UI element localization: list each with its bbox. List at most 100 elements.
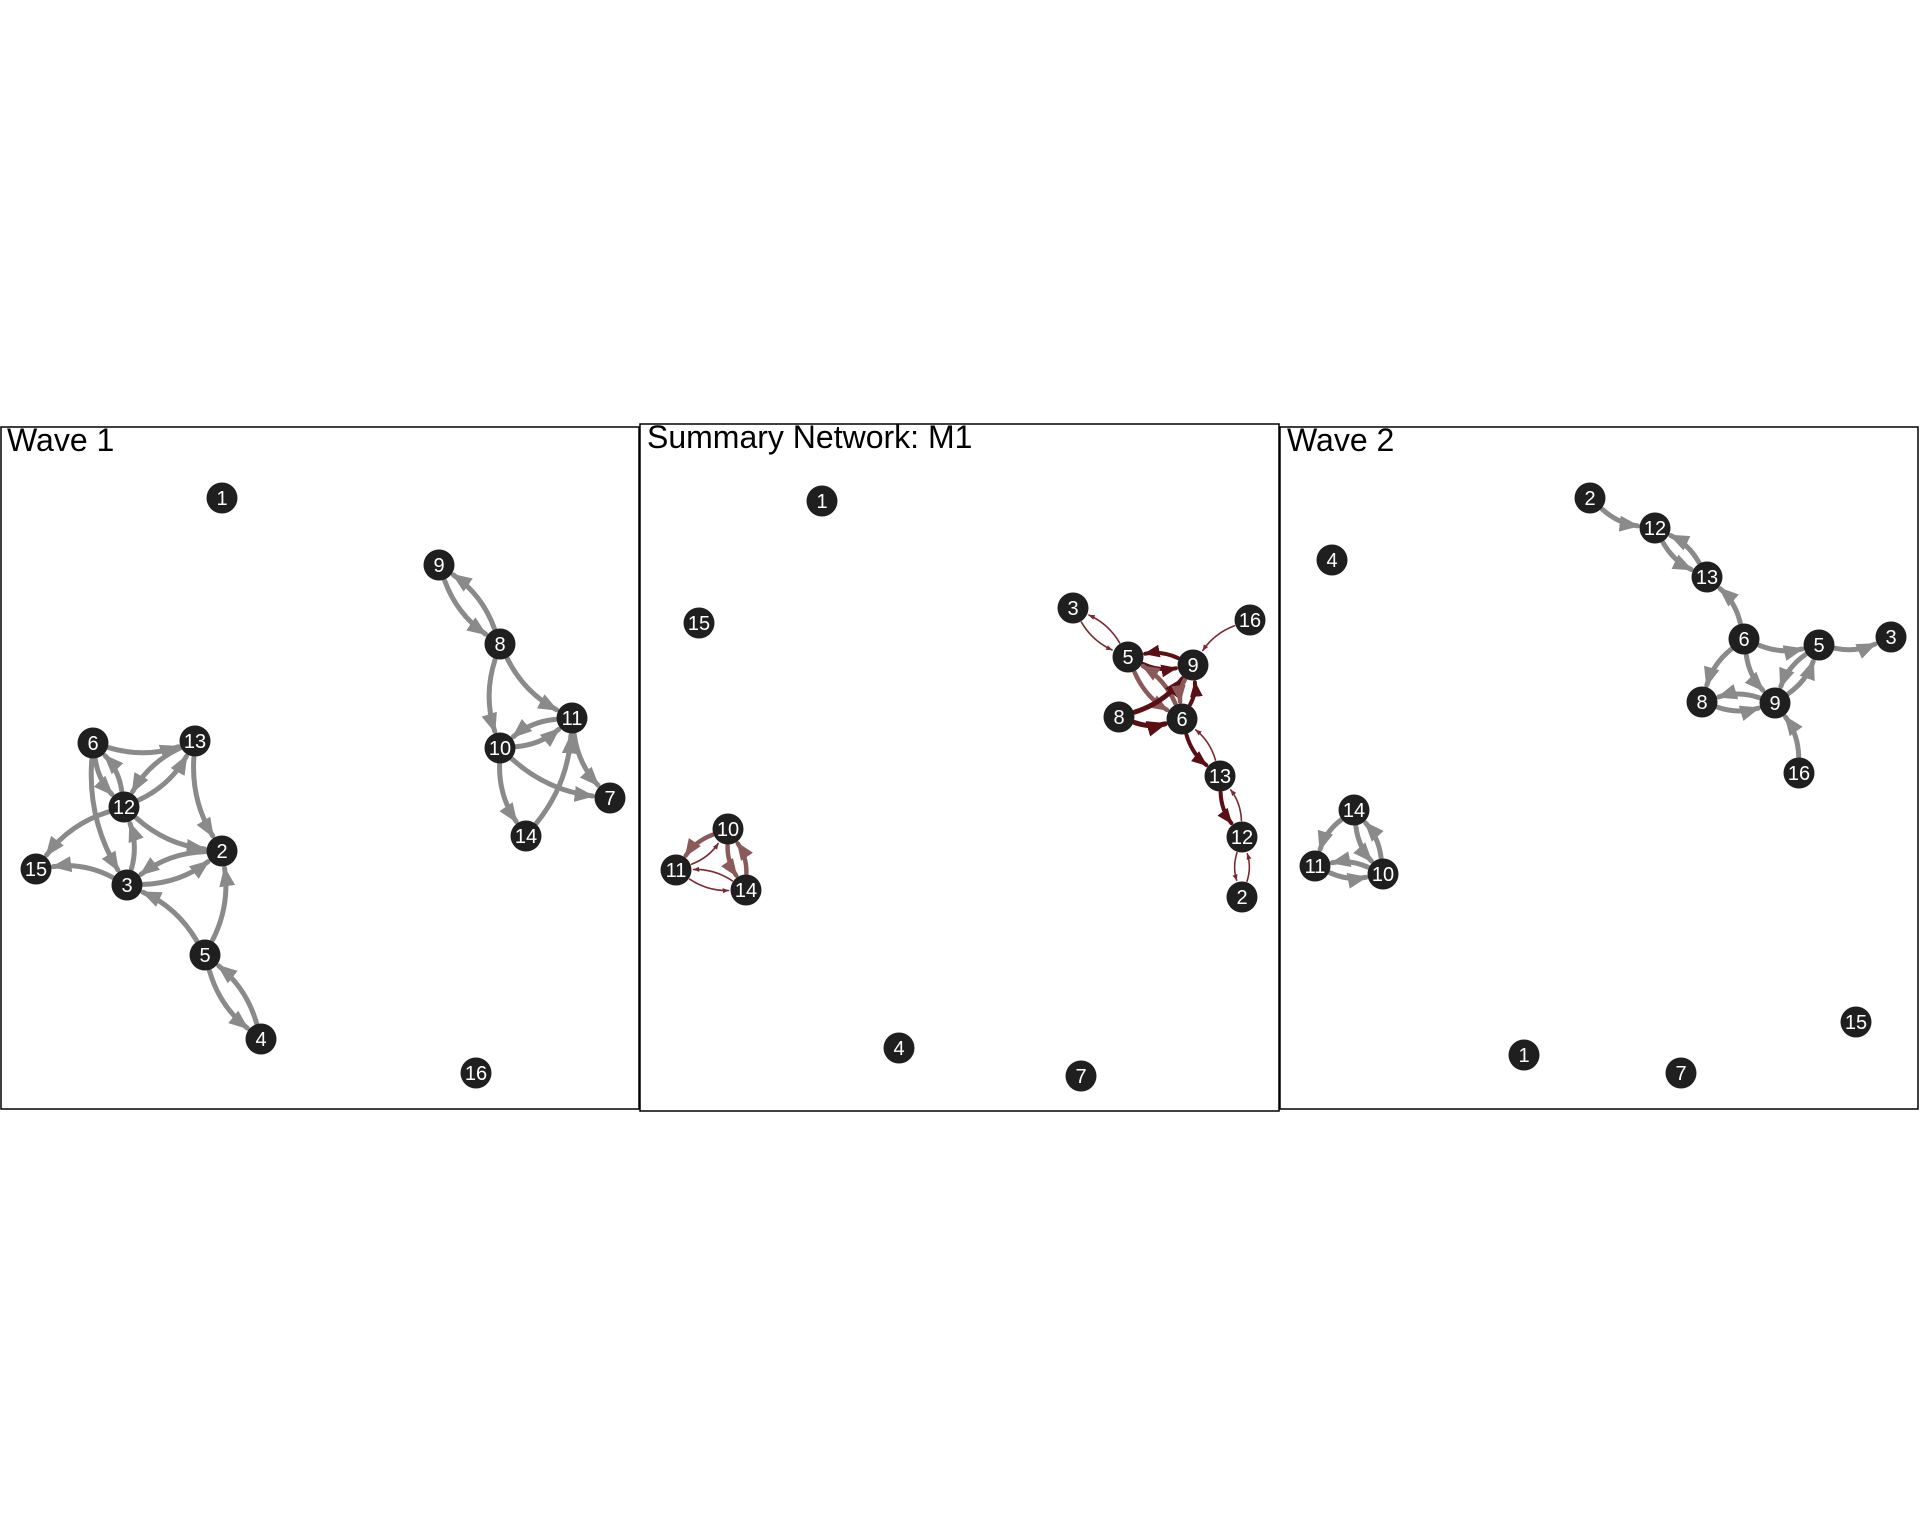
wave2-node-4-circle: [1316, 544, 1348, 576]
wave1-node-14-label: 14: [515, 826, 537, 848]
summary-node-12-circle: [1226, 821, 1258, 853]
wave1-node-11-circle: [556, 702, 588, 734]
wave1-node-6-circle: [77, 727, 109, 759]
wave1-node-9-label: 9: [433, 555, 444, 577]
panel-wave2-edges: [1317, 506, 1878, 889]
summary-edge-13-to-6: [1194, 729, 1217, 761]
summary-node-3: 3: [1057, 592, 1089, 624]
wave2-node-12-circle: [1639, 512, 1671, 544]
wave2-edge-11-to-10: [1327, 870, 1369, 889]
summary-node-4-circle: [883, 1032, 915, 1064]
wave2-edge-12-to-13: [1660, 539, 1694, 572]
summary-edge-14-to-10: [735, 841, 753, 876]
summary-node-2: 2: [1226, 881, 1258, 913]
wave2-node-9-circle: [1759, 687, 1791, 719]
wave1-edge-10-to-7: [509, 756, 596, 802]
summary-node-10: 10: [712, 813, 744, 845]
wave2-node-11: 11: [1299, 850, 1331, 882]
summary-node-2-label: 2: [1236, 887, 1247, 909]
wave1-node-5-label: 5: [199, 945, 210, 967]
wave1-edge-12-to-2: [133, 815, 208, 855]
wave2-edge-16-to-9: [1783, 714, 1803, 759]
wave1-edge-12-to-13: [136, 753, 189, 803]
wave1-node-4-label: 4: [255, 1029, 266, 1051]
wave2-node-7-label: 7: [1675, 1063, 1686, 1085]
wave1-node-15-circle: [20, 853, 52, 885]
wave2-edge-6-to-9: [1743, 652, 1766, 693]
wave1-node-16-circle: [460, 1057, 492, 1089]
summary-edge-9-to-5: [1143, 644, 1180, 661]
wave2-node-16-label: 16: [1788, 763, 1810, 785]
wave2-node-4: 4: [1316, 544, 1348, 576]
summary-edge-11-to-14: [688, 878, 730, 894]
wave1-edge-12-to-15: [44, 809, 111, 858]
panel-summary-edges: [683, 614, 1252, 894]
summary-edge-5-to-6: [1132, 669, 1170, 713]
wave1-node-6-label: 6: [87, 733, 98, 755]
wave1-node-12: 12: [108, 791, 140, 823]
wave2-node-15: 15: [1840, 1006, 1872, 1038]
summary-edge-3-to-5: [1080, 621, 1113, 651]
wave1-node-9: 9: [423, 549, 455, 581]
wave2-node-1: 1: [1508, 1039, 1540, 1071]
wave2-node-1-circle: [1508, 1039, 1540, 1071]
summary-edge-9-to-6: [1171, 677, 1188, 704]
summary-node-6: 6: [1166, 703, 1198, 735]
wave2-edge-9-to-5: [1786, 659, 1816, 696]
summary-edge-6-to-13: [1184, 732, 1209, 768]
wave2-node-2-circle: [1574, 482, 1606, 514]
wave2-edge-5-to-3: [1832, 641, 1878, 659]
summary-node-7: 7: [1065, 1060, 1097, 1092]
wave2-edge-8-to-9: [1715, 704, 1761, 721]
wave2-node-15-circle: [1840, 1006, 1872, 1038]
wave2-node-14-circle: [1338, 794, 1370, 826]
summary-node-14-label: 14: [735, 880, 757, 902]
wave2-node-15-label: 15: [1845, 1012, 1867, 1034]
wave1-node-10-circle: [484, 732, 516, 764]
wave1-node-13-circle: [179, 725, 211, 757]
wave1-node-7-circle: [594, 782, 626, 814]
wave1-node-12-circle: [108, 791, 140, 823]
wave1-edge-11-to-10: [510, 716, 559, 740]
wave1-node-2-label: 2: [216, 841, 227, 863]
wave2-node-13-label: 13: [1696, 567, 1718, 589]
wave2-node-7-circle: [1665, 1057, 1697, 1089]
wave2-node-5-circle: [1803, 629, 1835, 661]
panel-wave1-edges: [44, 572, 601, 1031]
wave1-edge-3-to-12: [127, 821, 144, 872]
wave2-node-12: 12: [1639, 512, 1671, 544]
summary-node-12-label: 12: [1231, 827, 1253, 849]
wave1-edge-6-to-13: [106, 744, 181, 761]
wave2-edge-6-to-13: [1717, 586, 1743, 626]
wave2-node-10: 10: [1367, 858, 1399, 890]
summary-edge-12-to-2: [1232, 851, 1238, 882]
wave2-node-8: 8: [1686, 686, 1718, 718]
wave1-node-12-label: 12: [113, 797, 135, 819]
panel-wave1-frame: [0, 426, 640, 1110]
wave1-node-9-circle: [423, 549, 455, 581]
summary-node-4-label: 4: [893, 1038, 904, 1060]
wave2-node-12-label: 12: [1644, 518, 1666, 540]
wave2-edge-9-to-8: [1716, 684, 1762, 701]
summary-node-3-label: 3: [1067, 598, 1078, 620]
summary-node-10-label: 10: [717, 819, 739, 841]
wave2-edge-2-to-12: [1599, 506, 1641, 532]
wave2-node-5: 5: [1803, 629, 1835, 661]
summary-node-15: 15: [683, 607, 715, 639]
wave1-edge-12-to-6: [102, 753, 125, 794]
summary-node-6-circle: [1166, 703, 1198, 735]
wave2-node-2: 2: [1574, 482, 1606, 514]
wave1-node-8-circle: [484, 628, 516, 660]
panel-summary-title: Summary Network: M1: [647, 419, 972, 455]
wave2-node-5-label: 5: [1813, 635, 1824, 657]
wave2-edge-14-to-11: [1317, 817, 1344, 852]
wave2-node-6: 6: [1728, 623, 1760, 655]
wave2-node-11-circle: [1299, 850, 1331, 882]
wave1-node-15: 15: [20, 853, 52, 885]
wave2-edge-14-to-10: [1353, 823, 1374, 864]
wave1-edge-9-to-8: [442, 578, 489, 637]
wave1-edge-13-to-12: [130, 745, 183, 795]
summary-node-8-label: 8: [1113, 707, 1124, 729]
